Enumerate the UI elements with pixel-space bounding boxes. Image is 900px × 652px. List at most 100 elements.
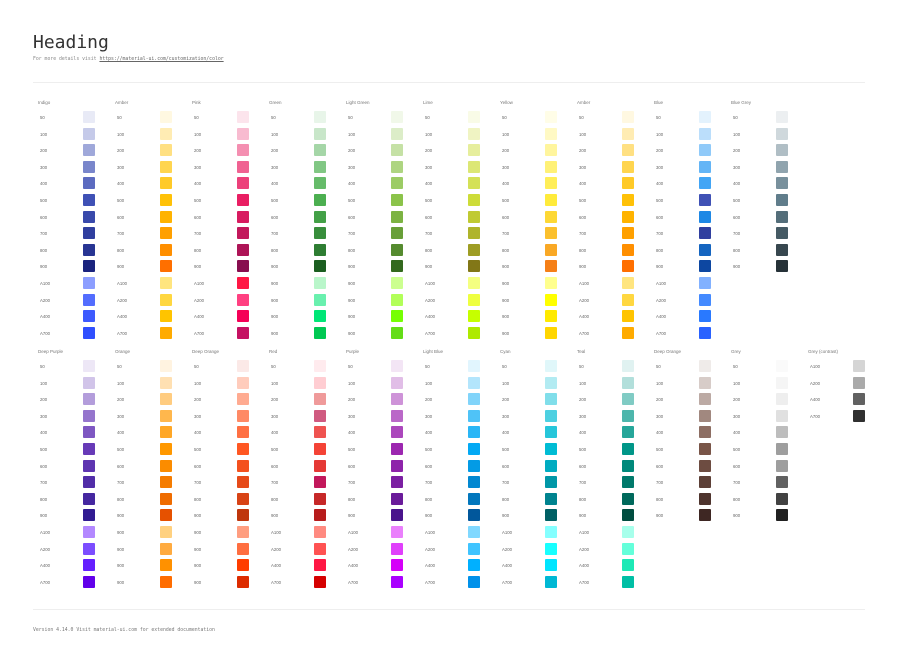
color-swatch[interactable] bbox=[776, 476, 788, 489]
color-swatch[interactable] bbox=[468, 443, 480, 455]
color-swatch[interactable] bbox=[391, 310, 403, 323]
color-swatch[interactable] bbox=[699, 111, 711, 123]
color-swatch[interactable] bbox=[83, 144, 95, 157]
color-swatch[interactable] bbox=[160, 575, 172, 588]
color-swatch[interactable] bbox=[622, 575, 634, 588]
color-swatch[interactable] bbox=[160, 194, 172, 206]
color-swatch[interactable] bbox=[699, 376, 711, 389]
color-swatch[interactable] bbox=[468, 476, 480, 489]
color-swatch[interactable] bbox=[314, 210, 326, 223]
color-swatch[interactable] bbox=[545, 443, 557, 455]
color-swatch[interactable] bbox=[468, 227, 480, 240]
color-swatch[interactable] bbox=[314, 492, 326, 505]
color-swatch[interactable] bbox=[314, 559, 326, 572]
color-swatch[interactable] bbox=[468, 260, 480, 273]
color-swatch[interactable] bbox=[160, 260, 172, 273]
color-swatch[interactable] bbox=[160, 326, 172, 339]
color-swatch[interactable] bbox=[160, 443, 172, 455]
color-swatch[interactable] bbox=[83, 243, 95, 256]
color-swatch[interactable] bbox=[622, 160, 634, 173]
color-swatch[interactable] bbox=[468, 293, 480, 306]
color-swatch[interactable] bbox=[468, 393, 480, 406]
color-swatch[interactable] bbox=[622, 459, 634, 472]
color-swatch[interactable] bbox=[83, 277, 95, 289]
color-swatch[interactable] bbox=[391, 177, 403, 190]
color-swatch[interactable] bbox=[699, 443, 711, 455]
color-swatch[interactable] bbox=[622, 310, 634, 323]
color-swatch[interactable] bbox=[237, 210, 249, 223]
color-swatch[interactable] bbox=[237, 260, 249, 273]
color-swatch[interactable] bbox=[468, 127, 480, 140]
color-swatch[interactable] bbox=[776, 144, 788, 157]
color-swatch[interactable] bbox=[160, 459, 172, 472]
color-swatch[interactable] bbox=[237, 426, 249, 439]
color-swatch[interactable] bbox=[699, 210, 711, 223]
color-swatch[interactable] bbox=[468, 376, 480, 389]
color-swatch[interactable] bbox=[545, 227, 557, 240]
color-swatch[interactable] bbox=[468, 542, 480, 555]
color-swatch[interactable] bbox=[776, 160, 788, 173]
color-swatch[interactable] bbox=[622, 542, 634, 555]
color-swatch[interactable] bbox=[545, 492, 557, 505]
color-swatch[interactable] bbox=[545, 326, 557, 339]
color-swatch[interactable] bbox=[160, 227, 172, 240]
color-swatch[interactable] bbox=[160, 111, 172, 123]
color-swatch[interactable] bbox=[468, 492, 480, 505]
color-swatch[interactable] bbox=[314, 194, 326, 206]
color-swatch[interactable] bbox=[545, 177, 557, 190]
color-swatch[interactable] bbox=[545, 409, 557, 422]
color-swatch[interactable] bbox=[391, 144, 403, 157]
color-swatch[interactable] bbox=[83, 492, 95, 505]
color-swatch[interactable] bbox=[391, 326, 403, 339]
color-swatch[interactable] bbox=[160, 177, 172, 190]
color-swatch[interactable] bbox=[468, 526, 480, 538]
color-swatch[interactable] bbox=[237, 127, 249, 140]
color-swatch[interactable] bbox=[237, 111, 249, 123]
color-swatch[interactable] bbox=[237, 393, 249, 406]
color-swatch[interactable] bbox=[545, 459, 557, 472]
color-swatch[interactable] bbox=[699, 426, 711, 439]
color-swatch[interactable] bbox=[160, 127, 172, 140]
color-swatch[interactable] bbox=[699, 177, 711, 190]
color-swatch[interactable] bbox=[545, 310, 557, 323]
color-swatch[interactable] bbox=[237, 310, 249, 323]
color-swatch[interactable] bbox=[237, 492, 249, 505]
color-swatch[interactable] bbox=[468, 111, 480, 123]
customization-link[interactable]: https://material-ui.com/customization/co… bbox=[99, 57, 224, 62]
color-swatch[interactable] bbox=[699, 144, 711, 157]
color-swatch[interactable] bbox=[314, 127, 326, 140]
color-swatch[interactable] bbox=[622, 260, 634, 273]
color-swatch[interactable] bbox=[622, 326, 634, 339]
color-swatch[interactable] bbox=[545, 476, 557, 489]
color-swatch[interactable] bbox=[622, 509, 634, 522]
color-swatch[interactable] bbox=[237, 277, 249, 289]
color-swatch[interactable] bbox=[314, 177, 326, 190]
color-swatch[interactable] bbox=[622, 111, 634, 123]
color-swatch[interactable] bbox=[160, 393, 172, 406]
color-swatch[interactable] bbox=[776, 227, 788, 240]
color-swatch[interactable] bbox=[314, 409, 326, 422]
color-swatch[interactable] bbox=[699, 277, 711, 289]
color-swatch[interactable] bbox=[160, 476, 172, 489]
color-swatch[interactable] bbox=[314, 243, 326, 256]
color-swatch[interactable] bbox=[391, 194, 403, 206]
color-swatch[interactable] bbox=[160, 210, 172, 223]
color-swatch[interactable] bbox=[160, 492, 172, 505]
color-swatch[interactable] bbox=[545, 376, 557, 389]
color-swatch[interactable] bbox=[237, 360, 249, 372]
color-swatch[interactable] bbox=[622, 277, 634, 289]
color-swatch[interactable] bbox=[468, 194, 480, 206]
color-swatch[interactable] bbox=[314, 144, 326, 157]
color-swatch[interactable] bbox=[83, 376, 95, 389]
color-swatch[interactable] bbox=[237, 542, 249, 555]
color-swatch[interactable] bbox=[160, 526, 172, 538]
color-swatch[interactable] bbox=[776, 111, 788, 123]
color-swatch[interactable] bbox=[391, 260, 403, 273]
color-swatch[interactable] bbox=[83, 542, 95, 555]
color-swatch[interactable] bbox=[160, 277, 172, 289]
color-swatch[interactable] bbox=[391, 210, 403, 223]
color-swatch[interactable] bbox=[391, 227, 403, 240]
color-swatch[interactable] bbox=[237, 526, 249, 538]
color-swatch[interactable] bbox=[83, 260, 95, 273]
color-swatch[interactable] bbox=[314, 111, 326, 123]
